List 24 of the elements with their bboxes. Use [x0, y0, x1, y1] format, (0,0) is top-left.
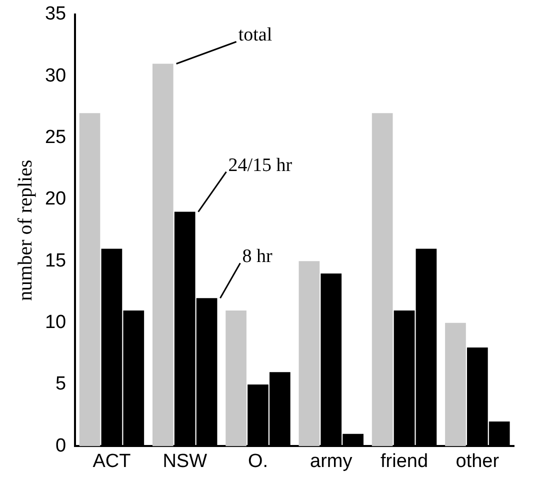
- y-tick-label: 30: [44, 65, 66, 86]
- y-axis-title: number of replies: [14, 160, 36, 301]
- x-tick-label: ACT: [92, 450, 132, 472]
- y-tick-label: 20: [44, 188, 66, 210]
- bar: [445, 322, 466, 446]
- text: total: [238, 24, 272, 46]
- y-tick-label: 15: [44, 250, 66, 272]
- y-tick-label: 5: [56, 374, 66, 395]
- x-tick-label: other: [456, 450, 500, 472]
- x-tick-label: friend: [380, 450, 428, 472]
- text: 24/15 hr: [228, 154, 293, 176]
- y-tick-label: 35: [44, 4, 66, 25]
- text: 8 hr: [242, 246, 273, 268]
- x-tick-label: NSW: [162, 450, 208, 472]
- y-tick-label: 0: [56, 435, 66, 456]
- bar: [298, 261, 320, 446]
- bar: [79, 113, 100, 446]
- x-tick-label: army: [310, 450, 353, 472]
- y-tick-label: 25: [44, 127, 66, 148]
- y-tick-label: 10: [44, 312, 66, 334]
- bar: [152, 64, 174, 446]
- bar: [372, 113, 393, 446]
- bar: [226, 310, 246, 446]
- x-tick-label: O.: [248, 450, 268, 472]
